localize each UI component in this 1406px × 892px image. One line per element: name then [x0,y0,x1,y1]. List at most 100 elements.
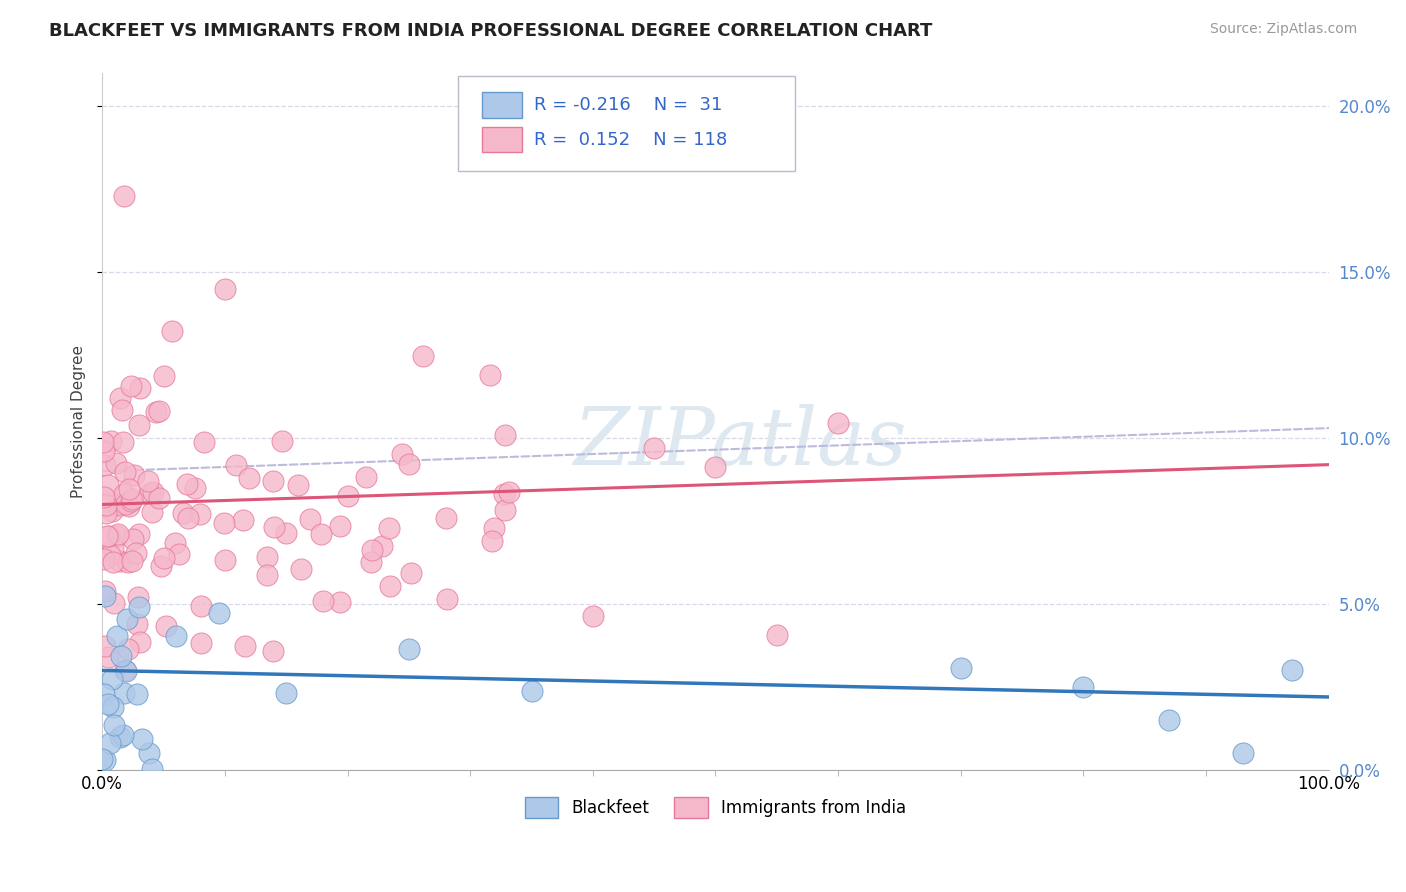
Point [193,434,215,449]
Point [162,324,184,338]
Legend: Blackfeet, Immigrants from India: Blackfeet, Immigrants from India [519,790,912,824]
Point [827,417,849,431]
Point [498,484,520,499]
Point [208,606,231,620]
Point [141,505,163,519]
Point [766,628,789,642]
Point [139,485,162,500]
Point [100,434,122,448]
Point [112,435,135,450]
Point [114,664,136,678]
Point [127,590,149,604]
Point [212,516,235,530]
Point [329,518,352,533]
Point [111,403,134,417]
Point [145,405,167,419]
Point [643,441,665,455]
Point [494,486,516,500]
Point [436,591,458,606]
Point [129,381,152,395]
Point [93,687,115,701]
Point [118,499,141,513]
Point [101,672,124,686]
Point [276,526,298,541]
Point [93,589,115,603]
Point [142,485,165,500]
Point [114,465,136,479]
Text: BLACKFEET VS IMMIGRANTS FROM INDIA PROFESSIONAL DEGREE CORRELATION CHART: BLACKFEET VS IMMIGRANTS FROM INDIA PROFE… [49,22,932,40]
Point [129,634,152,648]
Point [370,539,392,553]
Point [176,477,198,491]
Point [105,628,128,642]
Point [141,762,163,776]
Point [232,512,254,526]
Point [96,528,118,542]
Point [214,282,236,296]
Point [108,392,131,406]
Point [131,731,153,746]
Point [103,718,125,732]
Point [115,665,138,679]
Point [110,648,132,663]
Point [1281,664,1303,678]
Point [949,661,972,675]
Point [271,434,294,449]
Point [153,368,176,383]
Point [125,687,148,701]
Point [91,752,114,766]
Point [96,498,118,512]
Point [107,498,129,512]
FancyBboxPatch shape [482,128,522,153]
Point [117,555,139,569]
Point [1073,680,1095,694]
Point [112,686,135,700]
Point [188,507,211,521]
Point [115,612,138,626]
Point [112,188,135,202]
Point [298,512,321,526]
Point [1232,747,1254,761]
Point [115,497,138,511]
Point [582,608,605,623]
Point [121,492,143,507]
FancyBboxPatch shape [458,77,796,170]
Point [262,475,284,489]
Point [172,506,194,520]
Text: ZIPatlas: ZIPatlas [574,404,907,481]
Point [97,650,120,665]
Point [391,446,413,460]
Point [399,566,422,580]
Point [290,562,312,576]
Point [177,510,200,524]
Point [155,619,177,633]
Point [152,550,174,565]
Point [398,457,420,471]
Point [256,568,278,582]
Point [262,644,284,658]
Point [108,499,131,513]
Point [238,471,260,485]
Point [101,555,124,569]
Point [120,493,142,508]
Point [494,428,516,442]
Point [312,594,335,608]
Point [190,599,212,613]
Point [97,478,120,492]
Point [287,477,309,491]
Point [704,459,727,474]
Point [184,481,207,495]
Point [149,558,172,573]
Point [380,578,402,592]
Point [105,456,128,470]
Point [121,554,143,568]
FancyBboxPatch shape [482,93,522,118]
Point [167,547,190,561]
Point [412,349,434,363]
Point [148,404,170,418]
Point [148,491,170,505]
Point [165,628,187,642]
Point [225,458,247,472]
Point [93,583,115,598]
Point [263,520,285,534]
